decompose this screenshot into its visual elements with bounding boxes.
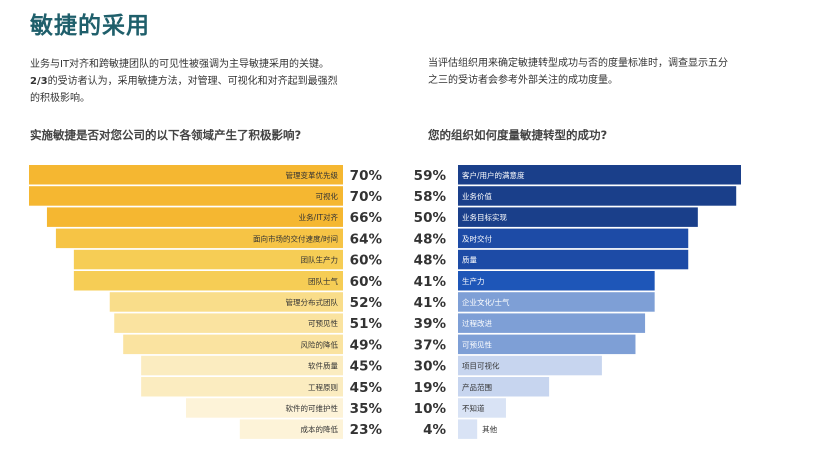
left-bar bbox=[109, 292, 343, 312]
left-bar-label: 可预见性 bbox=[308, 318, 338, 328]
question-left: 实施敏捷是否对您公司的以下各领域产生了积极影响? bbox=[30, 128, 302, 142]
intro-left: 业务与IT对齐和跨敏捷团队的可见性被强调为主导敏捷采用的关键。 2/3的受访者认… bbox=[30, 56, 380, 107]
right-bar bbox=[458, 228, 689, 249]
right-bar-label: 可预见性 bbox=[462, 339, 492, 349]
right-bar-label: 过程改进 bbox=[462, 318, 492, 328]
right-value-label: 19% bbox=[414, 380, 447, 396]
left-value-label: 45% bbox=[350, 380, 383, 396]
right-bar-label: 企业文化/士气 bbox=[462, 297, 510, 307]
left-bar bbox=[73, 249, 343, 270]
left-bar bbox=[29, 186, 343, 206]
right-bar bbox=[458, 271, 655, 291]
right-bar bbox=[458, 419, 478, 439]
left-bar-label: 团队生产力 bbox=[301, 255, 339, 265]
right-bar bbox=[458, 292, 655, 312]
right-value-label: 50% bbox=[414, 210, 447, 226]
intro-left-line1: 业务与IT对齐和跨敏捷团队的可见性被强调为主导敏捷采用的关键。 bbox=[30, 59, 330, 70]
left-value-label: 60% bbox=[350, 253, 383, 269]
right-value-label: 48% bbox=[414, 253, 447, 269]
right-value-label: 4% bbox=[423, 422, 446, 438]
left-bar bbox=[73, 271, 343, 291]
left-bar-label: 可视化 bbox=[316, 191, 339, 201]
right-value-label: 59% bbox=[414, 168, 447, 184]
right-value-label: 41% bbox=[414, 274, 447, 290]
right-bar-label: 客户/用户的满意度 bbox=[462, 170, 525, 180]
left-value-label: 23% bbox=[350, 422, 383, 438]
left-bar bbox=[186, 398, 343, 418]
right-bar-label: 不知道 bbox=[462, 403, 485, 413]
right-bar bbox=[458, 207, 698, 227]
left-bar-label: 软件的可维护性 bbox=[286, 403, 339, 413]
question-right: 您的组织如何度量敏捷转型的成功? bbox=[428, 128, 608, 142]
right-value-label: 58% bbox=[414, 189, 447, 205]
left-value-label: 45% bbox=[350, 359, 383, 375]
right-bar-label: 及时交付 bbox=[462, 233, 492, 243]
right-value-label: 30% bbox=[414, 359, 447, 375]
left-bar bbox=[29, 165, 343, 185]
right-bar-label: 其他 bbox=[482, 424, 497, 434]
left-bar-label: 管理分布式团队 bbox=[286, 297, 339, 307]
right-bar-label: 生产力 bbox=[462, 276, 485, 286]
right-bar-label: 业务价值 bbox=[462, 191, 492, 201]
left-bar bbox=[141, 355, 343, 376]
left-bar bbox=[123, 334, 343, 355]
left-value-label: 66% bbox=[350, 210, 383, 226]
intro-right: 当评估组织用来确定敏捷转型成功与否的度量标准时，调查显示五分 之三的受访者会参考… bbox=[428, 55, 768, 89]
right-value-label: 37% bbox=[414, 337, 447, 353]
right-value-label: 10% bbox=[414, 401, 447, 417]
left-value-label: 70% bbox=[350, 168, 383, 184]
left-bar-label: 业务/IT对齐 bbox=[299, 212, 339, 222]
right-bar bbox=[458, 186, 737, 206]
right-bar-label: 产品范围 bbox=[462, 382, 492, 392]
right-value-label: 48% bbox=[414, 231, 447, 247]
left-bar-label: 软件质量 bbox=[308, 361, 338, 371]
intro-left-line3: 的积极影响。 bbox=[30, 93, 90, 104]
page-title: 敏捷的采用 bbox=[30, 13, 150, 39]
right-bar-label: 业务目标实现 bbox=[462, 212, 507, 222]
left-value-label: 70% bbox=[350, 189, 383, 205]
right-bar bbox=[458, 165, 741, 185]
right-bar bbox=[458, 249, 689, 270]
left-bar-label: 风险的降低 bbox=[301, 339, 339, 349]
left-value-label: 51% bbox=[350, 316, 383, 332]
intro-left-line2: 2/3的受访者认为，采用敏捷方法，对管理、可视化和对齐起到最强烈 bbox=[30, 73, 380, 90]
right-bar bbox=[458, 334, 636, 355]
right-bar bbox=[458, 377, 550, 397]
left-bar bbox=[46, 207, 343, 227]
right-bar-label: 项目可视化 bbox=[462, 361, 500, 371]
left-value-label: 35% bbox=[350, 401, 383, 417]
left-bar-label: 成本的降低 bbox=[301, 424, 339, 434]
left-bar bbox=[114, 313, 343, 333]
left-bar-label: 管理变革优先级 bbox=[286, 170, 339, 180]
intro-right-line2: 之三的受访者会参考外部关注的成功度量。 bbox=[428, 75, 618, 86]
right-bar bbox=[458, 313, 646, 333]
left-value-label: 49% bbox=[350, 337, 383, 353]
right-value-label: 41% bbox=[414, 295, 447, 311]
right-bar bbox=[458, 398, 506, 418]
intro-left-highlight: 2/3 bbox=[30, 76, 48, 87]
left-bar bbox=[141, 377, 343, 397]
right-value-label: 39% bbox=[414, 316, 447, 332]
left-value-label: 64% bbox=[350, 231, 383, 247]
right-bar-label: 质量 bbox=[462, 255, 477, 265]
intro-left-line2-text: 的受访者认为，采用敏捷方法，对管理、可视化和对齐起到最强烈 bbox=[47, 76, 338, 87]
left-bar-label: 面向市场的交付速度/时间 bbox=[253, 233, 338, 243]
intro-right-line1: 当评估组织用来确定敏捷转型成功与否的度量标准时，调查显示五分 bbox=[428, 58, 728, 69]
right-bar bbox=[458, 355, 602, 376]
left-bar-label: 工程原则 bbox=[308, 383, 338, 392]
left-bar bbox=[239, 419, 343, 439]
left-bar-label: 团队士气 bbox=[308, 276, 338, 286]
left-value-label: 60% bbox=[350, 274, 383, 290]
left-bar bbox=[55, 228, 344, 249]
left-value-label: 52% bbox=[350, 295, 383, 311]
